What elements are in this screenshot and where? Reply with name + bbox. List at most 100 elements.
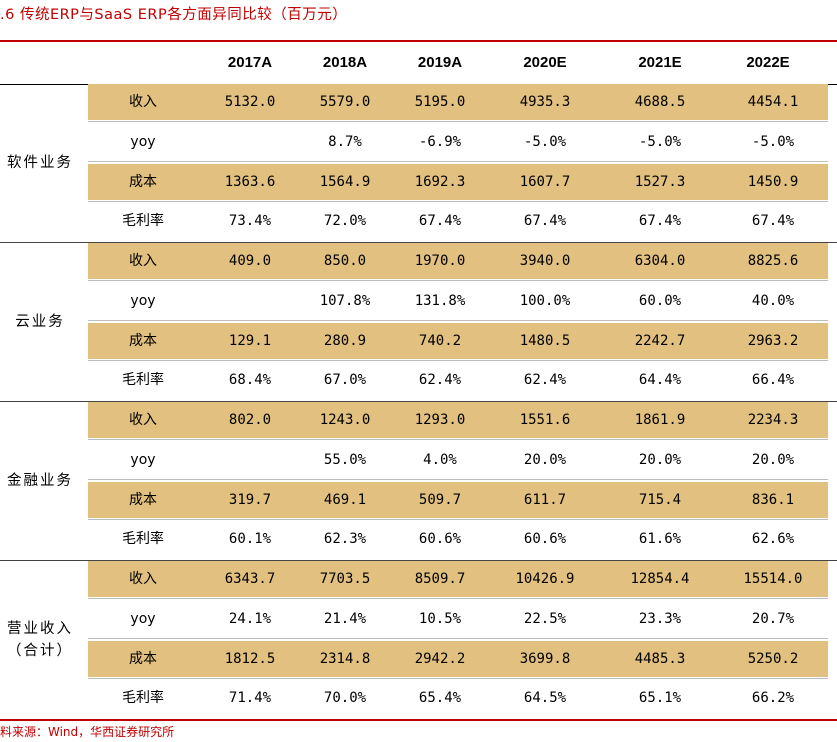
table-cell: 60.6% <box>418 531 462 547</box>
column-header: 2021E <box>638 54 682 71</box>
table-cell: 1480.5 <box>519 333 571 349</box>
table-cell: 64.5% <box>523 690 567 706</box>
group-label: 金融业务 <box>7 473 73 489</box>
column-header: 2020E <box>523 54 567 71</box>
table-row: 收入 6343.7 7703.5 8509.7 10426.9 12854.4 15514.… <box>88 561 828 597</box>
table-cell <box>200 124 300 160</box>
table-cell: -5.0% <box>751 134 795 150</box>
table-cell: 740.2 <box>418 333 462 349</box>
row-group: 云业务 收入 409.0 850.0 1970.0 3940.0 6304.0 8825.6 y… <box>0 243 837 402</box>
group-label: 营业收入 （合计） <box>7 621 73 659</box>
row-divider <box>88 320 828 321</box>
table-cell: 62.6% <box>751 531 795 547</box>
table-cell: 129.1 <box>228 333 272 349</box>
table-cell: 1692.3 <box>414 174 466 190</box>
table-cell: 40.0% <box>751 293 795 309</box>
row-divider <box>88 121 828 122</box>
table-row: 成本 1363.6 1564.9 1692.3 1607.7 1527.3 1450.9 <box>88 164 828 200</box>
table-row: 毛利率 73.4% 72.0% 67.4% 67.4% 67.4% 67.4% <box>88 203 828 239</box>
table-cell: 1363.6 <box>224 174 276 190</box>
table-cell: 64.4% <box>638 372 682 388</box>
metric-label: 成本 <box>129 333 157 349</box>
table-header: 2017A 2018A 2019A 2020E 2021E 2022E <box>0 42 837 84</box>
table-cell: 20.0% <box>751 452 795 468</box>
table-cell: 72.0% <box>323 213 367 229</box>
row-group: 金融业务 收入 802.0 1243.0 1293.0 1551.6 1861.9 2234.… <box>0 402 837 561</box>
table-cell: 1861.9 <box>634 412 686 428</box>
metric-label: yoy <box>130 611 156 627</box>
table-cell: 10426.9 <box>515 571 575 587</box>
table-cell: 67.4% <box>418 213 462 229</box>
table-cell: 67.4% <box>638 213 682 229</box>
table-cell: 2942.2 <box>414 651 466 667</box>
row-group: 营业收入 （合计） 收入 6343.7 7703.5 8509.7 10426.9 1285… <box>0 561 837 720</box>
table-cell: 107.8% <box>319 293 371 309</box>
table-cell: 1293.0 <box>414 412 466 428</box>
table-cell: 469.1 <box>323 492 367 508</box>
row-divider <box>88 201 828 202</box>
table-cell: 20.0% <box>523 452 567 468</box>
table-cell: 61.6% <box>638 531 682 547</box>
table-cell: 4485.3 <box>634 651 686 667</box>
row-divider <box>88 439 828 440</box>
metric-label: 毛利率 <box>122 372 164 388</box>
table-cell: 319.7 <box>228 492 272 508</box>
row-divider <box>88 360 828 361</box>
table-cell <box>200 442 300 478</box>
table-cell: 8825.6 <box>747 253 799 269</box>
metric-label: 成本 <box>129 174 157 190</box>
table-cell: -5.0% <box>638 134 682 150</box>
row-group: 软件业务 收入 5132.0 5579.0 5195.0 4935.3 4688.5 4454… <box>0 84 837 243</box>
table-cell: 2242.7 <box>634 333 686 349</box>
table-row: 毛利率 71.4% 70.0% 65.4% 64.5% 65.1% 66.2% <box>88 680 828 716</box>
table-row: yoy 55.0% 4.0% 20.0% 20.0% 20.0% <box>88 442 828 478</box>
table-cell: 5579.0 <box>319 94 371 110</box>
table-cell: 62.4% <box>523 372 567 388</box>
table-row: 收入 802.0 1243.0 1293.0 1551.6 1861.9 2234.3 <box>88 402 828 438</box>
table-row: yoy 107.8% 131.8% 100.0% 60.0% 40.0% <box>88 283 828 319</box>
metric-label: yoy <box>130 134 156 150</box>
group-label: 软件业务 <box>7 155 73 171</box>
table-title: .6 传统ERP与SaaS ERP各方面异同比较（百万元） <box>0 7 348 23</box>
column-header: 2022E <box>746 54 790 71</box>
table-cell: 60.6% <box>523 531 567 547</box>
table-cell: 22.5% <box>523 611 567 627</box>
table-cell: 100.0% <box>519 293 571 309</box>
table-cell: 15514.0 <box>743 571 803 587</box>
table-cell: 1607.7 <box>519 174 571 190</box>
table-cell: -5.0% <box>523 134 567 150</box>
table-cell: 4.0% <box>423 452 457 468</box>
column-header: 2019A <box>417 54 463 71</box>
table-cell: 66.2% <box>751 690 795 706</box>
table-row: 毛利率 60.1% 62.3% 60.6% 60.6% 61.6% 62.6% <box>88 521 828 557</box>
table-cell: 1551.6 <box>519 412 571 428</box>
table-row: 毛利率 68.4% 67.0% 62.4% 62.4% 64.4% 66.4% <box>88 362 828 398</box>
metric-label: yoy <box>130 452 156 468</box>
table-cell: 4454.1 <box>747 94 799 110</box>
table-cell: 409.0 <box>228 253 272 269</box>
metric-label: 毛利率 <box>122 213 164 229</box>
title-divider <box>0 40 837 42</box>
row-divider <box>88 678 828 679</box>
table-cell: 12854.4 <box>630 571 690 587</box>
metric-label: 成本 <box>129 651 157 667</box>
table-cell: 21.4% <box>323 611 367 627</box>
table-cell: 2314.8 <box>319 651 371 667</box>
table-cell: 62.4% <box>418 372 462 388</box>
table-cell: 8.7% <box>328 134 362 150</box>
table-cell: 62.3% <box>323 531 367 547</box>
metric-label: 收入 <box>129 412 157 428</box>
group-label: 云业务 <box>15 314 65 330</box>
table-cell: 4688.5 <box>634 94 686 110</box>
table-cell: 4935.3 <box>519 94 571 110</box>
table-cell: 67.4% <box>523 213 567 229</box>
table-cell: 6343.7 <box>224 571 276 587</box>
group-divider <box>0 401 837 402</box>
table-cell: 3940.0 <box>519 253 571 269</box>
table-row: 成本 129.1 280.9 740.2 1480.5 2242.7 2963.2 <box>88 323 828 359</box>
table-cell: 5250.2 <box>747 651 799 667</box>
group-divider <box>0 242 837 243</box>
table-row: 收入 5132.0 5579.0 5195.0 4935.3 4688.5 4454.1 <box>88 84 828 120</box>
metric-label: 收入 <box>129 94 157 110</box>
table-cell: 71.4% <box>228 690 272 706</box>
